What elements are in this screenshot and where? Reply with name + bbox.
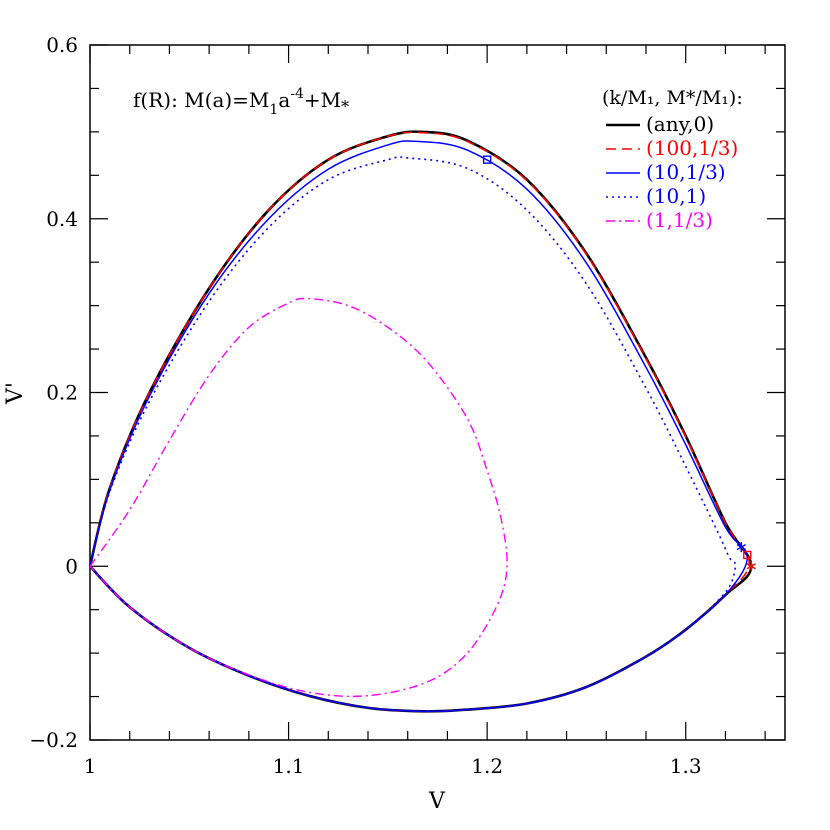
star-marker xyxy=(736,542,746,553)
legend-label-3: (10,1) xyxy=(646,184,706,208)
series-lines xyxy=(88,130,753,713)
series-line-4 xyxy=(89,297,508,698)
square-marker xyxy=(743,550,752,560)
x-tick-label: 1 xyxy=(84,754,97,778)
markers xyxy=(482,155,756,572)
legend-title: (k/M₁, M*/M₁): xyxy=(602,87,743,109)
y-tick-label: 0.2 xyxy=(46,381,78,405)
y-axis-label: V' xyxy=(3,382,28,405)
chart-title: f(R): M(a)=M1a-4+M* xyxy=(133,86,349,118)
series-line-3 xyxy=(89,156,737,713)
x-axis-label: V xyxy=(428,789,446,814)
x-tick-label: 1.1 xyxy=(273,754,305,778)
square-marker xyxy=(482,155,492,164)
legend-label-1: (100,1/3) xyxy=(646,136,738,160)
legend: (k/M₁, M*/M₁): (any,0)(100,1/3)(10,1/3)(… xyxy=(602,87,743,232)
x-tick-label: 1.3 xyxy=(670,754,702,778)
legend-label-0: (any,0) xyxy=(646,112,714,136)
tick-labels: 1 1.1 1.2 1.3 −0.2 0 0.2 0.4 0.6 xyxy=(29,33,701,778)
star-marker xyxy=(746,561,756,572)
y-tick-label: 0.6 xyxy=(46,33,78,57)
y-tick-label: 0 xyxy=(65,554,78,578)
y-tick-label: −0.2 xyxy=(29,728,78,752)
legend-label-2: (10,1/3) xyxy=(646,160,726,184)
legend-label-4: (1,1/3) xyxy=(646,208,713,232)
y-tick-label: 0.4 xyxy=(46,207,78,231)
x-tick-label: 1.2 xyxy=(471,754,503,778)
axis-ticks xyxy=(89,44,785,741)
